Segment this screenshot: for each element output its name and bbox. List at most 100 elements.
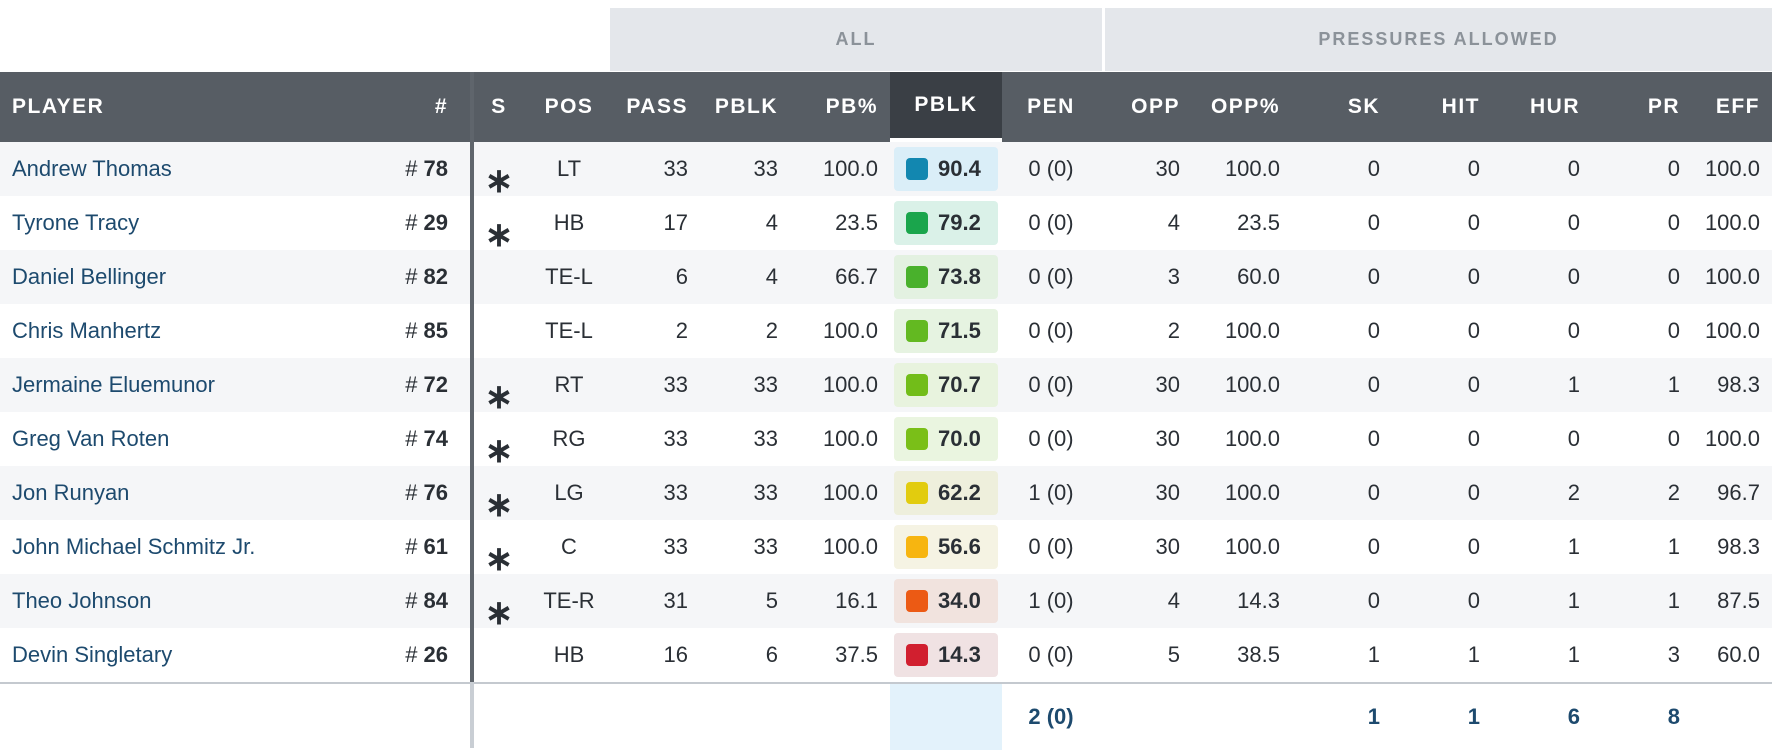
pb-pct: 100.0 bbox=[822, 534, 878, 559]
hits-allowed: 0 bbox=[1467, 372, 1480, 397]
col-header-starter[interactable]: S bbox=[491, 95, 507, 118]
jersey-hash: # bbox=[405, 642, 418, 667]
jersey-number-value: 76 bbox=[423, 480, 448, 505]
sacks-allowed: 0 bbox=[1367, 372, 1380, 397]
opportunities: 5 bbox=[1167, 642, 1180, 667]
starter-marker: ∗ bbox=[484, 216, 514, 254]
player-name-link[interactable]: Chris Manhertz bbox=[12, 318, 162, 343]
pblk-snaps: 4 bbox=[765, 210, 778, 235]
column-header-row: PLAYER # S POS PASS PBLK PB% PBLK PEN OP… bbox=[0, 72, 1772, 142]
efficiency: 98.3 bbox=[1717, 372, 1760, 397]
grade-color-swatch bbox=[906, 590, 928, 612]
col-header-pblk[interactable]: PBLK bbox=[714, 95, 778, 118]
player-name-link[interactable]: Jermaine Eluemunor bbox=[12, 372, 215, 397]
pb-pct: 23.5 bbox=[835, 210, 878, 235]
opp-pct: 100.0 bbox=[1224, 534, 1280, 559]
pblk-grade-badge: 79.2 bbox=[894, 201, 998, 245]
opp-pct: 100.0 bbox=[1224, 426, 1280, 451]
hurries-allowed: 1 bbox=[1567, 534, 1580, 559]
table-row: Greg Van Roten #74 ∗ RG 33 33 100.0 0 (0) 30 100.… bbox=[0, 412, 1772, 470]
hits-allowed: 0 bbox=[1467, 534, 1480, 559]
sacks-allowed: 0 bbox=[1367, 480, 1380, 505]
col-header-pos[interactable]: POS bbox=[544, 95, 594, 118]
position: TE-R bbox=[543, 588, 595, 613]
player-name-link[interactable]: Daniel Bellinger bbox=[12, 264, 167, 289]
col-header-hit[interactable]: HIT bbox=[1441, 95, 1480, 118]
pressures-allowed: 1 bbox=[1667, 534, 1680, 559]
grade-value: 62.2 bbox=[938, 480, 981, 505]
jersey-number: #72 bbox=[360, 358, 448, 412]
col-header-pen[interactable]: PEN bbox=[1027, 95, 1075, 118]
jersey-number-value: 85 bbox=[423, 318, 448, 343]
hits-allowed: 1 bbox=[1467, 642, 1480, 667]
grade-color-swatch bbox=[906, 536, 928, 558]
efficiency: 100.0 bbox=[1704, 318, 1760, 343]
pblk-snaps: 6 bbox=[765, 642, 778, 667]
penalties: 0 (0) bbox=[1028, 372, 1074, 397]
pblk-grade-badge: 34.0 bbox=[894, 579, 998, 623]
player-name-link[interactable]: Andrew Thomas bbox=[12, 156, 172, 181]
pblk-snaps: 33 bbox=[753, 372, 778, 397]
col-header-player[interactable]: PLAYER bbox=[12, 95, 105, 118]
jersey-hash: # bbox=[405, 588, 418, 613]
pblk-snaps: 33 bbox=[753, 534, 778, 559]
pressures-allowed: 1 bbox=[1667, 588, 1680, 613]
jersey-hash: # bbox=[405, 480, 418, 505]
col-header-opp[interactable]: OPP bbox=[1131, 95, 1180, 118]
penalties: 0 (0) bbox=[1028, 318, 1074, 343]
pblk-grade-badge: 70.0 bbox=[894, 417, 998, 461]
opp-pct: 38.5 bbox=[1237, 642, 1280, 667]
player-name-link[interactable]: Theo Johnson bbox=[12, 588, 152, 613]
opportunities: 30 bbox=[1155, 480, 1180, 505]
player-name-link[interactable]: Tyrone Tracy bbox=[12, 210, 140, 235]
penalties: 0 (0) bbox=[1028, 156, 1074, 181]
grade-value: 71.5 bbox=[938, 318, 981, 343]
position: C bbox=[561, 534, 577, 559]
total-hit: 1 bbox=[1467, 704, 1480, 729]
starter-marker: ∗ bbox=[484, 162, 514, 200]
total-pr: 8 bbox=[1667, 704, 1680, 729]
sacks-allowed: 0 bbox=[1367, 156, 1380, 181]
jersey-number: #84 bbox=[360, 574, 448, 628]
player-name-link[interactable]: Devin Singletary bbox=[12, 642, 173, 667]
opp-pct: 100.0 bbox=[1224, 318, 1280, 343]
pressures-allowed: 0 bbox=[1667, 264, 1680, 289]
hurries-allowed: 1 bbox=[1567, 588, 1580, 613]
col-header-jersey[interactable]: # bbox=[434, 95, 448, 118]
col-header-pb-pct[interactable]: PB% bbox=[825, 95, 878, 118]
grade-color-swatch bbox=[906, 374, 928, 396]
pressures-allowed: 2 bbox=[1667, 480, 1680, 505]
pb-pct: 37.5 bbox=[835, 642, 878, 667]
col-header-pblk-grade[interactable]: PBLK bbox=[890, 72, 1002, 142]
pblk-snaps: 33 bbox=[753, 426, 778, 451]
jersey-number-value: 61 bbox=[423, 534, 448, 559]
pblk-snaps: 4 bbox=[765, 264, 778, 289]
pass-snaps: 33 bbox=[663, 372, 688, 397]
pblk-snaps: 33 bbox=[753, 480, 778, 505]
player-name-link[interactable]: Jon Runyan bbox=[12, 480, 130, 505]
col-header-hur[interactable]: HUR bbox=[1530, 95, 1580, 118]
grade-value: 73.8 bbox=[938, 264, 981, 289]
player-name-link[interactable]: John Michael Schmitz Jr. bbox=[12, 534, 256, 559]
hits-allowed: 0 bbox=[1467, 318, 1480, 343]
grade-color-swatch bbox=[906, 158, 928, 180]
col-header-pass[interactable]: PASS bbox=[626, 95, 688, 118]
grade-color-swatch bbox=[906, 320, 928, 342]
sacks-allowed: 0 bbox=[1367, 588, 1380, 613]
col-header-pr[interactable]: PR bbox=[1647, 95, 1680, 118]
totals-row: 2 (0) 1 1 6 8 bbox=[0, 682, 1772, 750]
table-row: Jon Runyan #76 ∗ LG 33 33 100.0 1 (0) 30 100.0 0 0 2… bbox=[0, 466, 1772, 524]
player-name-link[interactable]: Greg Van Roten bbox=[12, 426, 170, 451]
col-header-eff[interactable]: EFF bbox=[1715, 95, 1760, 118]
totals-grade-highlight bbox=[890, 684, 1002, 750]
col-header-opp-pct[interactable]: OPP% bbox=[1210, 95, 1280, 118]
pass-snaps: 31 bbox=[663, 588, 688, 613]
hurries-allowed: 0 bbox=[1567, 426, 1580, 451]
pressures-allowed: 3 bbox=[1667, 642, 1680, 667]
grade-value: 70.7 bbox=[938, 372, 981, 397]
position: LG bbox=[554, 480, 584, 505]
group-header-pressures-allowed: PRESSURES ALLOWED bbox=[1105, 8, 1772, 71]
starter-marker: ∗ bbox=[484, 594, 514, 632]
sacks-allowed: 0 bbox=[1367, 318, 1380, 343]
col-header-sk[interactable]: SK bbox=[1347, 95, 1380, 118]
